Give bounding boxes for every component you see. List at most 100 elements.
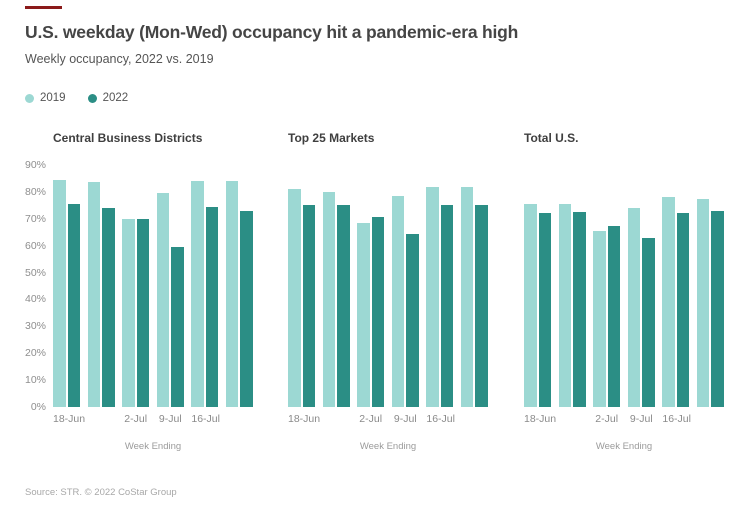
bar-2022 [406,233,419,407]
y-tick-label: 50% [24,266,46,279]
y-tick-label: 60% [24,239,46,252]
bar-2022 [440,205,454,407]
x-tick-label: 18-Jun [288,413,321,425]
accent-dash [25,6,62,9]
bar-group [87,165,115,407]
plot-area [288,165,488,407]
y-tick-label: 40% [24,293,46,306]
x-tick-label: 2-Jul [124,413,148,425]
bar-2019 [122,218,135,407]
bar-2019 [225,181,239,407]
bar-2019 [662,197,675,407]
bar-group [156,165,184,407]
bar-group [288,165,315,407]
bar-2019 [322,191,336,407]
bar-group [357,165,385,407]
page-subtitle: Weekly occupancy, 2022 vs. 2019 [25,52,214,66]
x-tick-label: 18-Jun [53,413,86,425]
bar-2019 [558,204,572,407]
bar-2022 [136,218,150,407]
bar-2019 [288,189,301,407]
x-axis-labels: 18-Jun 2-Jul 9-Jul 16-Jul [524,413,724,425]
bar-2019 [627,208,641,407]
bar-2022 [573,212,586,407]
y-tick-label: 80% [24,185,46,198]
y-tick-label: 10% [24,374,46,387]
bar-group [322,165,350,407]
x-tick-label: 16-Jul [191,413,220,425]
bar-2022 [102,208,115,407]
x-tick-label [461,413,488,425]
bar-2022 [205,206,219,407]
bar-group [225,165,253,407]
bar-group [53,165,80,407]
legend-label: 2019 [40,92,66,104]
bar-group [391,165,419,407]
bar-group [191,165,219,407]
bar-2022 [337,205,350,407]
bar-2019 [357,222,370,407]
x-axis-title: Week Ending [595,441,653,452]
bar-2019 [191,181,204,407]
page-title: U.S. weekday (Mon-Wed) occupancy hit a p… [25,22,519,42]
x-axis-labels: 18-Jun 2-Jul 9-Jul 16-Jul [288,413,488,425]
x-tick-label: 16-Jul [662,413,691,425]
bar-2019 [460,186,474,407]
bar-group [558,165,586,407]
bar-2022 [711,210,724,407]
bar-2022 [607,225,621,407]
bar-2019 [524,204,537,407]
bar-group [696,165,724,407]
bar-2022 [475,205,488,407]
x-tick-label: 9-Jul [158,413,182,425]
legend-swatch-2019-icon [25,93,34,103]
legend-label: 2022 [102,92,129,104]
bar-group [426,165,454,407]
y-axis: 90% 80% 70% 60% 50% 40% 30% 20% 10% 0% [0,159,46,413]
bar-2022 [302,205,315,407]
chart-panel-total-us: Total U.S. 18-Jun 2-Jul 9-Jul 16-Jul Week E… [524,131,724,456]
bar-2022 [676,213,690,407]
x-axis-title: Week Ending [124,441,182,452]
bar-2019 [426,186,439,407]
legend-item-2022: 2022 [87,92,129,104]
bar-group [524,165,551,407]
x-tick-label: 2-Jul [595,413,619,425]
bar-group [627,165,655,407]
bar-group [593,165,621,407]
x-tick-label [88,413,115,425]
plot-area [524,165,724,407]
x-tick-label: 16-Jul [426,413,455,425]
x-tick-label: 9-Jul [629,413,653,425]
bar-group [662,165,690,407]
chart-panel-top-25-markets: Top 25 Markets 18-Jun 2-Jul 9-Jul 16-Jul We… [288,131,488,456]
chart-title: Central Business Districts [53,131,203,145]
bar-2022 [240,210,253,407]
bar-2022 [67,204,80,407]
bar-2022 [538,213,551,407]
bar-2019 [156,193,170,407]
y-tick-label: 30% [24,320,46,333]
bar-2019 [696,198,710,407]
bar-2019 [391,195,405,407]
y-tick-label: 20% [24,347,46,360]
bar-2019 [593,230,606,407]
x-tick-label [323,413,350,425]
bar-2022 [642,237,655,407]
bar-2022 [171,247,184,407]
x-axis-labels: 18-Jun 2-Jul 9-Jul 16-Jul [53,413,253,425]
chart-title: Total U.S. [524,131,579,145]
legend-item-2019: 2019 [25,92,66,104]
bar-2019 [87,182,101,407]
legend-swatch-2022-icon [87,93,97,103]
plot-area [53,165,253,407]
x-tick-label [226,413,253,425]
y-tick-label: 90% [24,159,46,171]
y-tick-label: 70% [24,212,46,225]
x-tick-label [697,413,724,425]
y-tick-label: 0% [30,401,46,413]
source-credit: Source: STR. © 2022 CoStar Group [25,487,177,498]
x-tick-label: 2-Jul [359,413,383,425]
bar-2022 [371,217,385,407]
